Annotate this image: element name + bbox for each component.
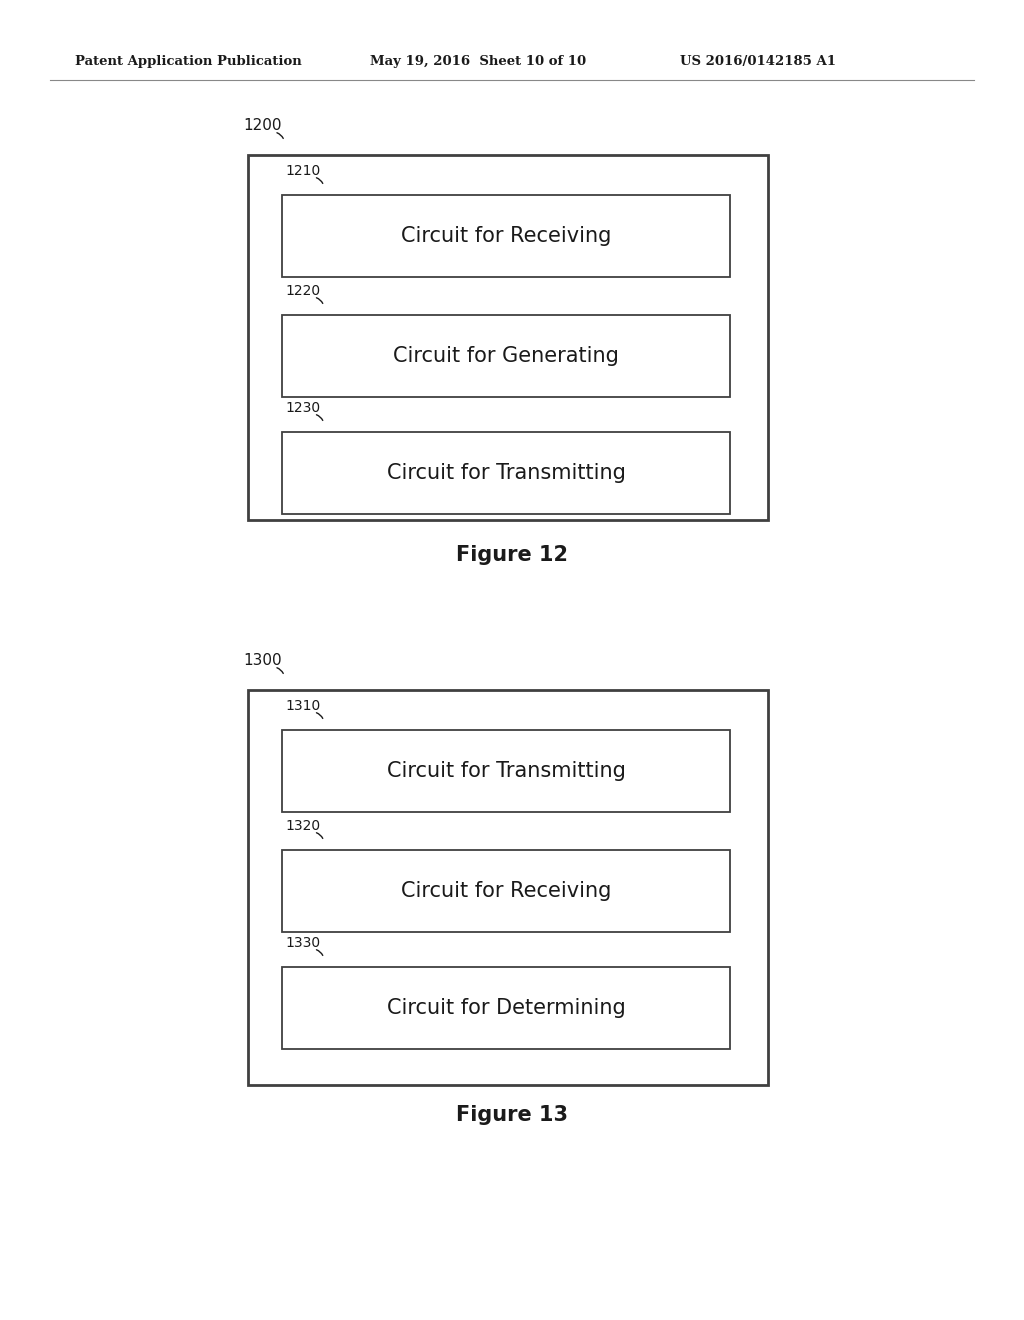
Bar: [282, 195, 730, 277]
Text: Figure 13: Figure 13: [456, 1105, 568, 1125]
Text: May 19, 2016  Sheet 10 of 10: May 19, 2016 Sheet 10 of 10: [370, 55, 586, 69]
Bar: [248, 154, 768, 520]
Text: 1310: 1310: [285, 700, 321, 713]
Text: 1300: 1300: [243, 653, 282, 668]
Text: Circuit for Transmitting: Circuit for Transmitting: [387, 463, 626, 483]
Text: Circuit for Receiving: Circuit for Receiving: [400, 880, 611, 902]
Bar: [248, 690, 768, 1085]
Text: Circuit for Transmitting: Circuit for Transmitting: [387, 762, 626, 781]
Bar: [282, 850, 730, 932]
Text: Circuit for Generating: Circuit for Generating: [393, 346, 618, 366]
Text: 1230: 1230: [285, 401, 321, 414]
Text: Patent Application Publication: Patent Application Publication: [75, 55, 302, 69]
Text: 1320: 1320: [285, 818, 321, 833]
Bar: [282, 968, 730, 1049]
Text: Circuit for Determining: Circuit for Determining: [387, 998, 626, 1018]
Bar: [282, 315, 730, 397]
Text: 1220: 1220: [285, 284, 321, 298]
Text: 1330: 1330: [285, 936, 321, 950]
Bar: [282, 730, 730, 812]
Text: Circuit for Receiving: Circuit for Receiving: [400, 226, 611, 246]
Text: Figure 12: Figure 12: [456, 545, 568, 565]
Bar: [282, 432, 730, 513]
Text: 1210: 1210: [285, 164, 321, 178]
Text: 1200: 1200: [243, 117, 282, 133]
Text: US 2016/0142185 A1: US 2016/0142185 A1: [680, 55, 836, 69]
